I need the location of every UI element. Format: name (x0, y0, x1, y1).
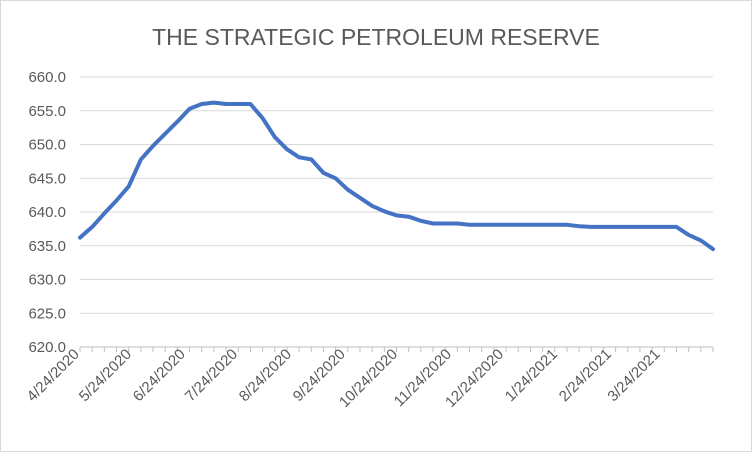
data-point (358, 196, 361, 199)
data-point (517, 223, 520, 226)
y-tick-label: 640.0 (28, 204, 66, 221)
data-point (103, 212, 106, 215)
data-point (456, 222, 459, 225)
data-point (712, 248, 715, 251)
data-point (553, 223, 556, 226)
gridlines (80, 76, 713, 314)
data-point (699, 239, 702, 242)
data-point (176, 120, 179, 123)
data-point (675, 225, 678, 228)
data-point (651, 225, 654, 228)
series-area (78, 100, 715, 252)
data-point (212, 101, 215, 104)
x-axis: 4/24/20205/24/20206/24/20207/24/20208/24… (24, 346, 714, 411)
y-tick-label: 630.0 (28, 272, 66, 289)
data-point (638, 225, 641, 228)
y-tick-label: 625.0 (28, 305, 66, 322)
x-tick-label: 2/24/2021 (556, 346, 615, 405)
x-tick-label: 8/24/2020 (236, 346, 295, 405)
data-point (602, 225, 605, 228)
y-tick-label: 635.0 (28, 238, 66, 255)
data-point (139, 158, 142, 161)
data-point (346, 188, 349, 191)
data-point (127, 185, 130, 188)
series-line (78, 100, 715, 252)
x-tick-label: 3/24/2021 (604, 346, 663, 405)
data-point (505, 223, 508, 226)
data-point (407, 215, 410, 218)
data-point (663, 225, 666, 228)
data-point (492, 223, 495, 226)
data-point (188, 107, 191, 110)
x-tick-label: 7/24/2020 (182, 346, 241, 405)
y-tick-label: 620.0 (28, 339, 66, 356)
data-point (687, 233, 690, 236)
data-point (541, 223, 544, 226)
data-point (261, 117, 264, 120)
data-point (334, 177, 337, 180)
data-point (383, 210, 386, 213)
data-point (590, 225, 593, 228)
data-point (273, 136, 276, 139)
data-point (322, 171, 325, 174)
data-point (225, 103, 228, 106)
data-point (395, 214, 398, 217)
x-tick-label: 6/24/2020 (130, 346, 189, 405)
data-point (200, 103, 203, 106)
data-point (468, 223, 471, 226)
data-point (79, 236, 82, 239)
data-point (432, 222, 435, 225)
data-point (578, 225, 581, 228)
y-axis: 620.0 625.0 630.0 635.0 640.0 645.0 650.0 655.0… (28, 69, 66, 356)
data-point (285, 148, 288, 151)
chart-title: THE STRATEGIC PETROLEUM RESERVE (152, 24, 600, 50)
data-point (152, 144, 155, 147)
y-tick-label: 655.0 (28, 103, 66, 120)
x-tick-label: 1/24/2021 (502, 346, 561, 405)
y-tick-label: 645.0 (28, 170, 66, 187)
data-point (419, 219, 422, 222)
data-point (91, 225, 94, 228)
data-point (310, 158, 313, 161)
data-point (298, 156, 301, 159)
x-tick-label: 5/24/2020 (76, 346, 135, 405)
data-point (237, 103, 240, 106)
data-point (480, 223, 483, 226)
data-point (565, 223, 568, 226)
data-point (614, 225, 617, 228)
data-point (444, 222, 447, 225)
data-point (626, 225, 629, 228)
data-point (249, 103, 252, 106)
data-point (371, 204, 374, 207)
data-point (164, 132, 167, 135)
y-tick-label: 650.0 (28, 137, 66, 154)
y-tick-label: 660.0 (28, 69, 66, 86)
data-point (529, 223, 532, 226)
data-point (115, 199, 118, 202)
